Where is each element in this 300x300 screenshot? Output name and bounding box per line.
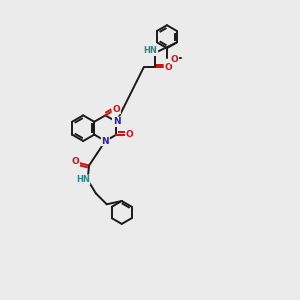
Text: N: N — [102, 136, 109, 146]
Text: O: O — [112, 105, 120, 114]
Text: HN: HN — [76, 175, 90, 184]
Text: O: O — [71, 157, 79, 166]
Text: N: N — [113, 117, 120, 126]
Text: O: O — [171, 55, 178, 64]
Text: HN: HN — [144, 46, 158, 56]
Text: O: O — [164, 63, 172, 72]
Text: O: O — [126, 130, 134, 139]
